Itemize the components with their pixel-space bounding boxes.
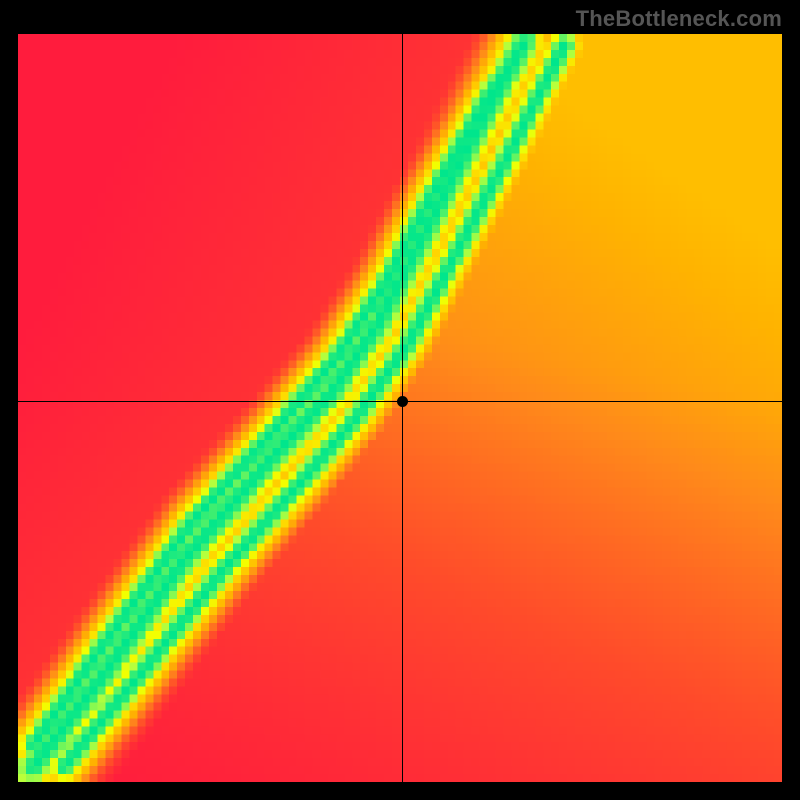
marker-dot [397,396,408,407]
crosshair-vertical [402,34,403,782]
chart-container: TheBottleneck.com [0,0,800,800]
bottleneck-heatmap [18,34,782,782]
watermark-text: TheBottleneck.com [576,6,782,32]
